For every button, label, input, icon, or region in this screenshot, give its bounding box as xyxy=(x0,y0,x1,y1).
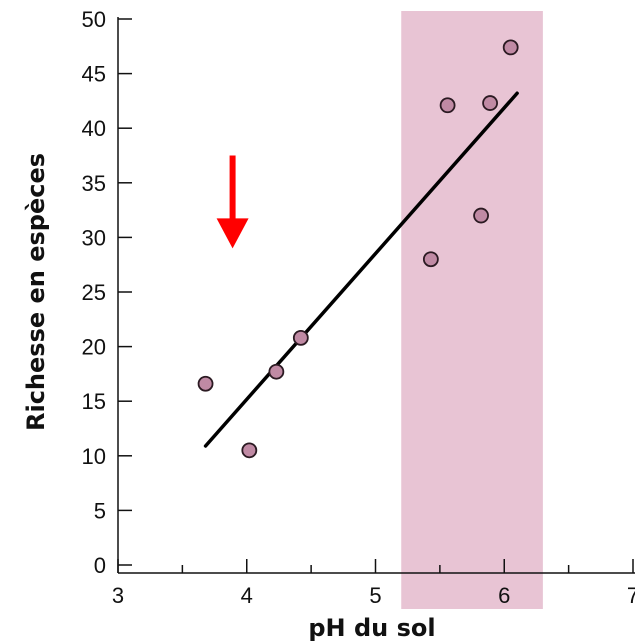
x-tick-label: 6 xyxy=(498,583,510,608)
y-tick-label: 10 xyxy=(82,444,106,469)
x-tick-label: 5 xyxy=(369,583,381,608)
y-tick-label: 50 xyxy=(82,7,106,32)
highlight-band-layer xyxy=(401,11,543,609)
data-point xyxy=(473,207,489,224)
y-tick-label: 40 xyxy=(82,116,106,141)
trendline-layer xyxy=(203,91,519,448)
y-tick-label: 0 xyxy=(94,553,106,578)
x-tick-label: 7 xyxy=(627,583,635,608)
y-tick-label: 5 xyxy=(94,498,106,523)
data-point xyxy=(268,363,285,380)
data-point xyxy=(422,251,439,268)
y-tick-label: 15 xyxy=(82,389,106,414)
y-tick-label: 20 xyxy=(82,335,106,360)
arrow-layer xyxy=(216,155,249,249)
arrow-head xyxy=(216,218,249,249)
y-tick-label: 35 xyxy=(82,171,106,196)
x-tick-label: 3 xyxy=(112,583,124,608)
data-point xyxy=(197,375,214,392)
trendline xyxy=(203,91,519,448)
data-point xyxy=(241,442,258,459)
y-tick-label: 45 xyxy=(82,62,106,87)
highlight-band xyxy=(401,11,543,609)
data-point xyxy=(292,329,309,346)
x-tick-label: 4 xyxy=(241,583,253,608)
data-point xyxy=(502,39,519,56)
data-point xyxy=(439,97,456,114)
y-tick-label: 25 xyxy=(82,280,106,305)
data-point xyxy=(482,95,498,111)
y-tick-label: 30 xyxy=(82,225,106,250)
x-axis-title: pH du sol xyxy=(308,614,435,642)
y-axis-title: Richesse en espèces xyxy=(22,153,50,431)
points-layer xyxy=(197,39,519,459)
